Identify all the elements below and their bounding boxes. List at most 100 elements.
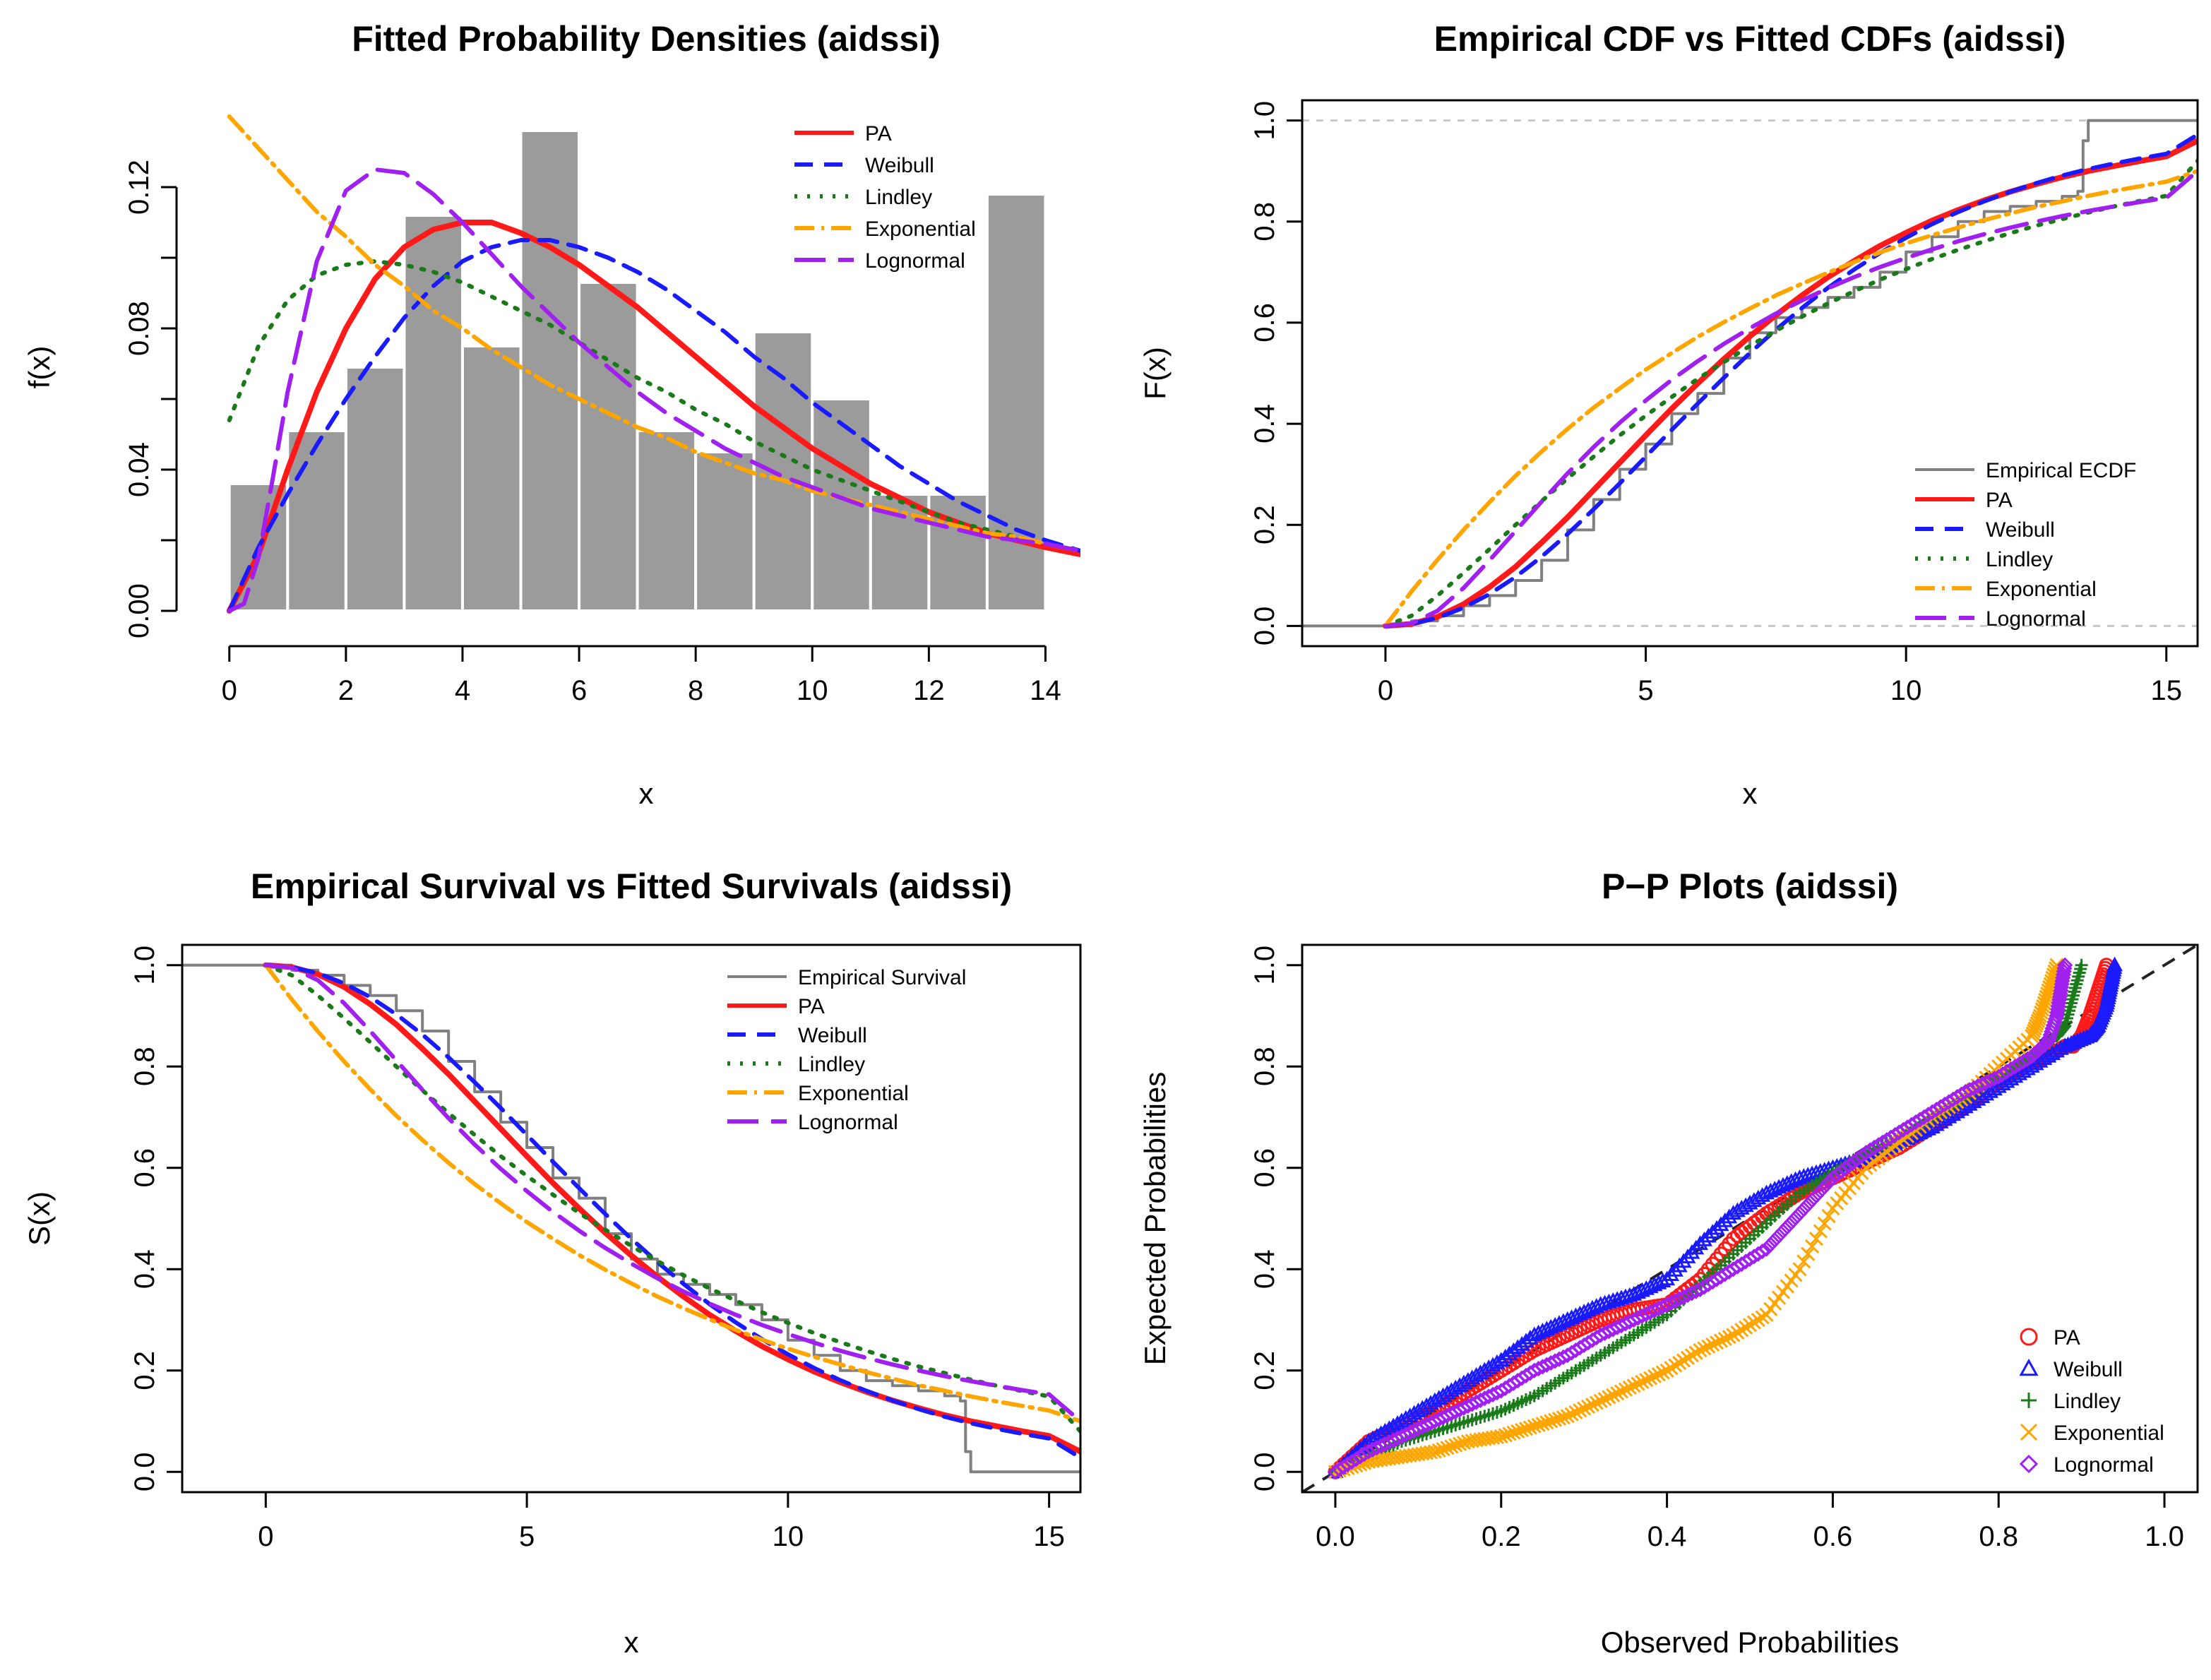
y-tick-label: 0.04 [124,442,155,497]
y-tick-label: 0.2 [129,1351,160,1390]
data-point [1726,1328,1741,1342]
legend-marker [2019,1358,2039,1376]
legend-label: PA [798,995,825,1018]
data-point [1730,1325,1745,1340]
x-tick-label: 10 [797,675,828,706]
x-tick-label: 10 [773,1521,804,1552]
data-point [1820,1174,1837,1191]
panel-2: Empirical CDF vs Fitted CDFs (aidssi) x F(… [1138,19,2199,810]
data-point [1837,1160,1854,1176]
panel-3: Empirical Survival vs Fitted Survivals (… [23,866,1082,1659]
data-point [1709,1335,1724,1350]
data-point [1498,1428,1513,1443]
plot-area [226,114,1080,614]
data-point [1717,1212,1734,1227]
legend-label: Empirical ECDF [1986,459,2136,482]
data-point [1489,1429,1504,1445]
x-axis-label: x [639,777,654,810]
y-tick-label: 0.2 [1249,1351,1280,1390]
data-point [1679,1249,1696,1263]
x-tick-label: 8 [688,675,703,706]
series-weibull [1327,956,2123,1478]
panel-1: Fitted Probability Densities (aidssi) x f(… [23,19,1080,810]
x-tick-label: 0 [258,1521,273,1552]
data-point [1535,1417,1550,1431]
legend-label: Exponential [1986,578,2097,601]
series-empirical-ecdf-line [1302,119,2198,628]
data-point [1560,1409,1575,1424]
data-point [1684,1348,1699,1363]
data-point [1556,1410,1571,1425]
data-point [1510,1424,1525,1438]
y-tick-label: 0.6 [1249,303,1280,342]
y-tick-label: 0.0 [1249,1452,1280,1491]
data-point [1813,1224,1828,1239]
data-point [1739,1320,1753,1335]
data-point [1792,1205,1808,1222]
x-tick-label: 0.2 [1482,1521,1521,1552]
data-point [1659,1270,1676,1286]
data-point [1672,1355,1687,1371]
data-point [1453,1436,1467,1451]
data-point [1548,1412,1563,1427]
data-point [1817,1216,1832,1231]
data-point [1804,1192,1820,1208]
data-point [1680,1350,1696,1365]
series-lindley-line [263,963,1080,1434]
data-point [1531,1417,1546,1432]
data-point [1610,1386,1625,1401]
series-exponential-line [1383,169,2198,628]
y-axis-label: F(x) [1138,347,1172,400]
data-point [1659,1363,1674,1378]
data-point [1635,1374,1650,1389]
data-point [1577,1401,1592,1416]
data-point [1787,1210,1804,1226]
legend-label: Lognormal [798,1111,898,1134]
series-weibull-line [227,238,1080,613]
legend-label: PA [2054,1326,2080,1350]
legend-label: Lindley [865,186,932,209]
histogram-bar [286,429,347,612]
y-tick-label: 0.6 [1249,1148,1280,1188]
x-tick-label: 0 [1378,675,1393,706]
legend-label: Weibull [1986,518,2055,542]
data-point [1651,1367,1666,1382]
legend-label: Lindley [798,1053,865,1076]
data-point [1746,1315,1761,1330]
x-tick-label: 15 [1033,1521,1065,1552]
plot-frame [1301,943,2199,1494]
series-empirical-survival-line [182,963,1080,1474]
data-point [1754,1244,1770,1260]
x-tick-label: 5 [1638,675,1653,706]
y-tick-label: 1.0 [1249,946,1280,985]
data-point [1693,1343,1708,1358]
plot-area [1302,945,2198,1492]
y-tick-label: 0.8 [1249,1047,1280,1086]
legend-marker [2020,1328,2038,1346]
data-point [1692,1235,1709,1251]
panel-title: Empirical Survival vs Fitted Survivals (… [251,866,1012,906]
x-tick-label: 1.0 [2145,1521,2184,1552]
series-exponential [1328,958,2064,1479]
y-tick-label: 0.0 [129,1452,160,1491]
y-tick-label: 0.2 [1249,505,1280,544]
legend-label: PA [1986,489,2013,512]
legend-label: Lognormal [865,249,965,273]
data-point [1734,1323,1749,1338]
data-point [1701,1339,1716,1354]
y-axis-label: f(x) [23,346,56,389]
data-point [1662,1266,1680,1282]
x-tick-label: 6 [571,675,587,706]
series-weibull-line [263,963,1080,1460]
histogram-bar [694,451,756,612]
data-point [1696,1231,1712,1246]
plot-area [1302,119,2198,629]
data-point [1804,1239,1820,1254]
x-tick-label: 0 [222,675,237,706]
x-tick-label: 15 [2151,675,2183,706]
legend-label: Lognormal [2054,1453,2154,1477]
data-point [1502,1426,1517,1441]
histogram-bar [578,281,639,612]
x-tick-label: 2 [338,675,354,706]
